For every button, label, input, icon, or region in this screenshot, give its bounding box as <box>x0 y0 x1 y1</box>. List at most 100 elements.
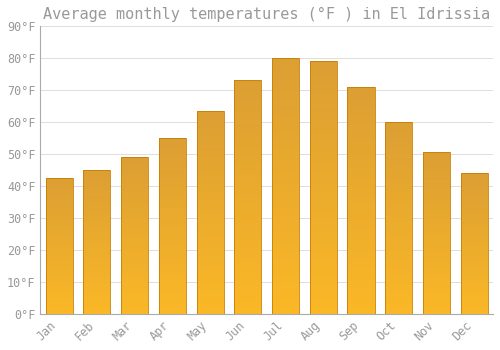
Bar <box>385 281 412 283</box>
Bar <box>460 204 488 205</box>
Bar <box>46 284 73 285</box>
Bar <box>46 232 73 234</box>
Bar <box>234 80 262 314</box>
Bar <box>159 203 186 205</box>
Bar <box>196 218 224 220</box>
Bar <box>159 140 186 141</box>
Bar <box>121 300 148 301</box>
Bar <box>460 237 488 238</box>
Bar <box>460 186 488 187</box>
Bar <box>159 145 186 147</box>
Bar <box>348 93 374 96</box>
Bar <box>159 212 186 214</box>
Bar <box>46 243 73 245</box>
Bar <box>159 289 186 291</box>
Bar <box>121 297 148 298</box>
Bar <box>84 177 110 178</box>
Bar <box>385 260 412 262</box>
Bar <box>460 189 488 190</box>
Bar <box>423 277 450 278</box>
Bar <box>46 208 73 209</box>
Bar <box>121 256 148 258</box>
Bar <box>460 304 488 306</box>
Bar <box>348 144 374 146</box>
Bar <box>385 181 412 183</box>
Bar <box>423 309 450 311</box>
Bar <box>196 251 224 253</box>
Bar <box>196 220 224 223</box>
Bar <box>272 142 299 145</box>
Bar <box>84 178 110 180</box>
Bar <box>385 174 412 176</box>
Bar <box>196 125 224 127</box>
Bar <box>121 196 148 198</box>
Bar <box>196 163 224 166</box>
Bar <box>348 255 374 257</box>
Bar <box>385 243 412 245</box>
Bar <box>234 246 262 248</box>
Bar <box>423 188 450 189</box>
Bar <box>460 226 488 228</box>
Bar <box>121 282 148 284</box>
Bar <box>385 141 412 143</box>
Bar <box>348 207 374 209</box>
Bar <box>234 122 262 125</box>
Bar <box>196 265 224 267</box>
Bar <box>460 280 488 281</box>
Bar <box>460 201 488 203</box>
Bar <box>460 281 488 283</box>
Bar <box>159 164 186 166</box>
Bar <box>46 199 73 201</box>
Bar <box>84 240 110 242</box>
Bar <box>272 245 299 247</box>
Bar <box>385 279 412 281</box>
Bar <box>234 108 262 111</box>
Bar <box>272 135 299 137</box>
Bar <box>196 131 224 133</box>
Bar <box>272 119 299 122</box>
Bar <box>423 296 450 298</box>
Bar <box>159 298 186 300</box>
Bar <box>84 235 110 236</box>
Bar <box>84 269 110 271</box>
Bar <box>84 245 110 246</box>
Bar <box>234 127 262 130</box>
Bar <box>348 287 374 289</box>
Bar <box>310 137 337 139</box>
Bar <box>272 191 299 194</box>
Bar <box>84 238 110 239</box>
Bar <box>385 170 412 172</box>
Bar <box>348 162 374 164</box>
Bar <box>196 245 224 247</box>
Bar <box>272 145 299 147</box>
Bar <box>272 291 299 293</box>
Bar <box>196 145 224 147</box>
Bar <box>121 259 148 261</box>
Bar <box>348 159 374 162</box>
Bar <box>196 281 224 284</box>
Bar <box>272 201 299 204</box>
Bar <box>423 173 450 175</box>
Bar <box>423 307 450 309</box>
Bar <box>423 176 450 178</box>
Bar <box>46 248 73 250</box>
Bar <box>121 262 148 264</box>
Bar <box>460 303 488 304</box>
Bar <box>310 109 337 112</box>
Bar <box>196 155 224 158</box>
Bar <box>310 122 337 124</box>
Bar <box>310 124 337 127</box>
Bar <box>234 225 262 228</box>
Bar <box>121 294 148 295</box>
Bar <box>84 309 110 311</box>
Bar <box>196 216 224 218</box>
Bar <box>272 109 299 112</box>
Bar <box>46 306 73 307</box>
Bar <box>196 149 224 151</box>
Bar <box>310 167 337 170</box>
Bar <box>348 173 374 175</box>
Bar <box>159 261 186 263</box>
Bar <box>310 208 337 210</box>
Bar <box>46 202 73 204</box>
Bar <box>121 165 148 167</box>
